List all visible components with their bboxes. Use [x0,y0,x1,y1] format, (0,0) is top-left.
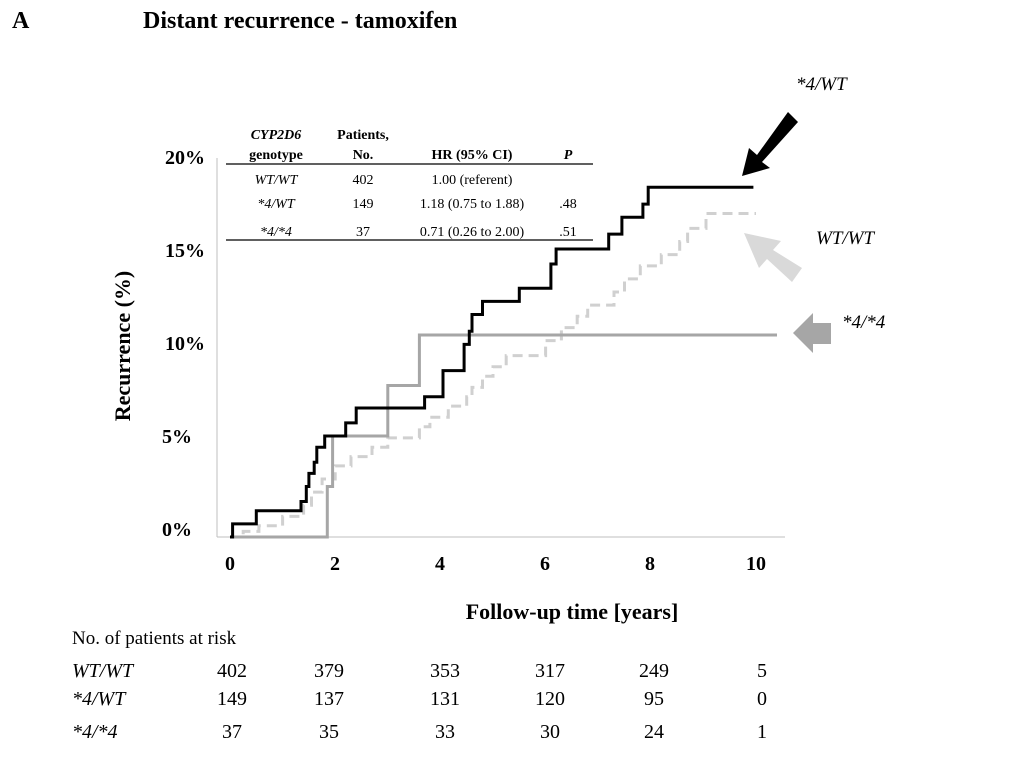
y-tick-label: 15% [165,240,205,262]
table-cell: 149 [353,197,374,212]
x-tick-label: 6 [540,553,550,575]
series-line-4-wt [230,185,754,539]
table-cell: *4/*4 [260,225,292,240]
chart-title: Distant recurrence - tamoxifen [143,8,458,34]
table-header: genotype [249,148,303,163]
table-cell: 402 [353,173,374,188]
table-cell: .51 [559,225,577,240]
table-header: No. [353,148,374,163]
annotation-label-4-wt: *4/WT [796,74,848,95]
y-axis-title: Recurrence (%) [110,271,135,421]
annotation-label-4-4: *4/*4 [842,312,886,333]
x-tick-label: 2 [330,553,340,575]
x-tick-label: 8 [645,553,655,575]
x-tick-label: 10 [746,553,766,575]
table-cell: .48 [559,197,577,212]
arrow-4-4-icon [793,313,831,353]
annotation-label-wt-wt: WT/WT [816,228,876,249]
arrow-wt-wt-icon [744,233,802,282]
x-tick-label: 0 [225,553,235,575]
table-cell: 0.71 (0.26 to 2.00) [420,225,525,240]
table-header: CYP2D6 [251,128,302,143]
y-tick-label: 0% [162,519,192,541]
table-cell: WT/WT [255,173,299,188]
table-cell: 1.00 (referent) [432,173,513,188]
table-cell: *4/WT [257,197,296,212]
y-tick-label: 5% [162,426,192,448]
table-cell: 37 [356,225,370,240]
table-cell: 1.18 (0.75 to 1.88) [420,197,525,212]
x-tick-label: 4 [435,553,445,575]
table-header: HR (95% CI) [432,148,513,163]
y-tick-label: 20% [165,147,205,169]
table-header: P [564,148,573,163]
y-tick-label: 10% [165,333,205,355]
series-line-wt-wt [230,212,756,539]
table-header: Patients, [337,128,389,143]
risk-table-title: No. of patients at risk [72,628,237,649]
x-axis-title: Follow-up time [years] [466,599,679,624]
arrow-4-wt-icon [742,112,798,176]
legend-table: CYP2D6 genotype Patients, No. HR (95% CI… [226,128,593,241]
panel-letter: A [12,8,30,34]
